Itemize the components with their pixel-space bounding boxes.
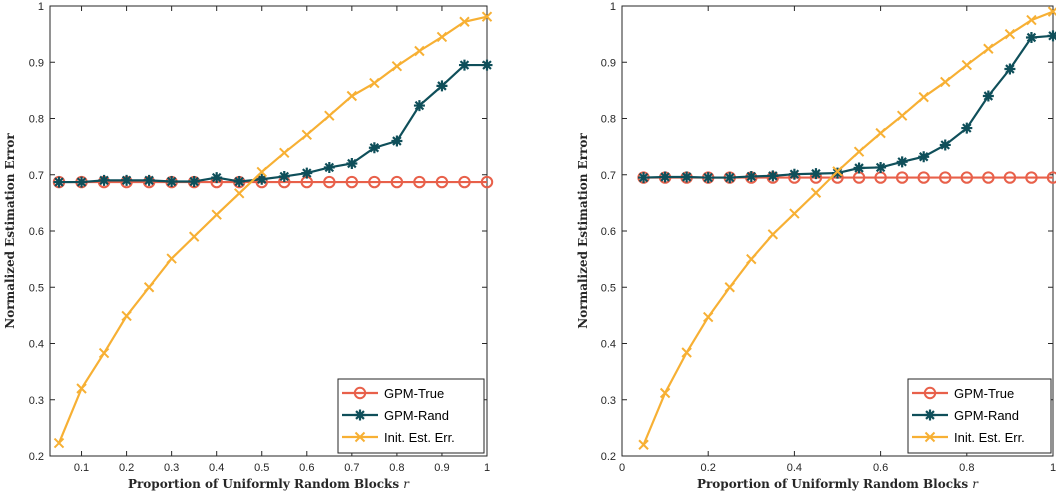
y-tick-label: 0.2 [601, 451, 616, 463]
data-point [99, 175, 110, 186]
data-point [1004, 64, 1015, 75]
y-tick-label: 0.9 [601, 57, 616, 69]
chart-panel-1: 0.1 0.2 0.3 0.4 0.5 0.6 0.7 0.8 0.9 1 0.2 0.3 0.4 0.5… [3, 1, 493, 491]
x-tick-label: 0.4 [209, 462, 224, 474]
data-point [897, 156, 908, 167]
y-tick-label: 0.4 [29, 339, 44, 351]
y-tick-label: 0.3 [601, 395, 616, 407]
chart-panel-2: 0 0.2 0.4 0.6 0.8 10.20.30.40.50.60.70.80.91P… [576, 1, 1056, 491]
x-tick-label: 0.6 [299, 462, 314, 474]
data-point [940, 139, 951, 150]
legend-label: GPM-Rand [384, 408, 449, 423]
y-tick-label: 0.8 [601, 114, 616, 126]
data-point [54, 177, 65, 188]
data-point [436, 80, 447, 91]
data-point [166, 176, 177, 187]
data-point [211, 172, 222, 183]
y-tick-label: 0.6 [29, 226, 44, 238]
x-tick-label: 0.4 [787, 462, 802, 474]
x-axis-label: Proportion of Uniformly Random Blocks r [697, 477, 979, 491]
x-tick-label: 0.8 [389, 462, 404, 474]
legend: GPM-True GPM-Rand Init. Est. Err. [338, 379, 484, 453]
legend-marker [355, 410, 366, 421]
data-point [875, 162, 886, 173]
data-point [346, 158, 357, 169]
x-tick-label: 0.7 [344, 462, 359, 474]
data-point [144, 175, 155, 186]
x-tick-label: 1 [1050, 462, 1056, 474]
legend: GPM-True GPM-Rand Init. Est. Err. [908, 379, 1051, 453]
legend-label: Init. Est. Err. [384, 430, 455, 445]
y-tick-label: 0.8 [29, 114, 44, 126]
data-point [703, 172, 714, 183]
y-tick-label: 0.9 [29, 57, 44, 69]
data-point [789, 169, 800, 180]
x-tick-label: 0.9 [434, 462, 449, 474]
legend-label: GPM-True [954, 386, 1014, 401]
data-point [918, 151, 929, 162]
data-point [279, 171, 290, 182]
y-tick-label: 0.7 [601, 170, 616, 182]
x-tick-label: 0.2 [701, 462, 716, 474]
x-tick-label: 1 [484, 462, 490, 474]
data-point [681, 172, 692, 183]
data-point [369, 142, 380, 153]
data-point [121, 175, 132, 186]
x-tick-label: 0.5 [254, 462, 269, 474]
data-point [961, 123, 972, 134]
x-axis-variable: r [403, 477, 410, 491]
data-point [301, 168, 312, 179]
legend-label: GPM-True [384, 386, 444, 401]
x-axis-label: Proportion of Uniformly Random Blocks r [128, 477, 410, 491]
data-point [983, 91, 994, 102]
data-point [767, 170, 778, 181]
x-tick-label: 0 [619, 462, 625, 474]
y-tick-label: 0.5 [601, 282, 616, 294]
y-tick-label: 1 [610, 1, 616, 13]
legend-label: Init. Est. Err. [954, 430, 1025, 445]
y-tick-label: 0.7 [29, 170, 44, 182]
y-tick-label: 1 [38, 1, 44, 13]
data-point [854, 163, 865, 174]
data-point [324, 162, 335, 173]
y-axis-label: Normalized Estimation Error [576, 133, 590, 329]
data-point [638, 172, 649, 183]
x-axis-variable: r [972, 477, 979, 491]
x-tick-label: 0.2 [119, 462, 134, 474]
data-point [414, 100, 425, 111]
data-point [746, 171, 757, 182]
legend-marker [925, 410, 936, 421]
legend-label: GPM-Rand [954, 408, 1019, 423]
x-tick-label: 0.6 [873, 462, 888, 474]
y-tick-label: 0.3 [29, 395, 44, 407]
y-tick-label: 0.4 [601, 339, 616, 351]
data-point [391, 136, 402, 147]
data-point [234, 176, 245, 187]
data-point [660, 172, 671, 183]
data-point [482, 60, 493, 71]
y-tick-label: 0.2 [29, 451, 44, 463]
y-tick-label: 0.6 [601, 226, 616, 238]
data-point [810, 168, 821, 179]
data-point [189, 176, 200, 187]
data-point [459, 60, 470, 71]
y-tick-label: 0.5 [29, 282, 44, 294]
data-point [76, 177, 87, 188]
data-point [1026, 32, 1037, 43]
data-point [724, 172, 735, 183]
x-tick-label: 0.1 [74, 462, 89, 474]
x-tick-label: 0.3 [164, 462, 179, 474]
y-axis-label: Normalized Estimation Error [3, 133, 17, 329]
x-tick-label: 0.8 [959, 462, 974, 474]
